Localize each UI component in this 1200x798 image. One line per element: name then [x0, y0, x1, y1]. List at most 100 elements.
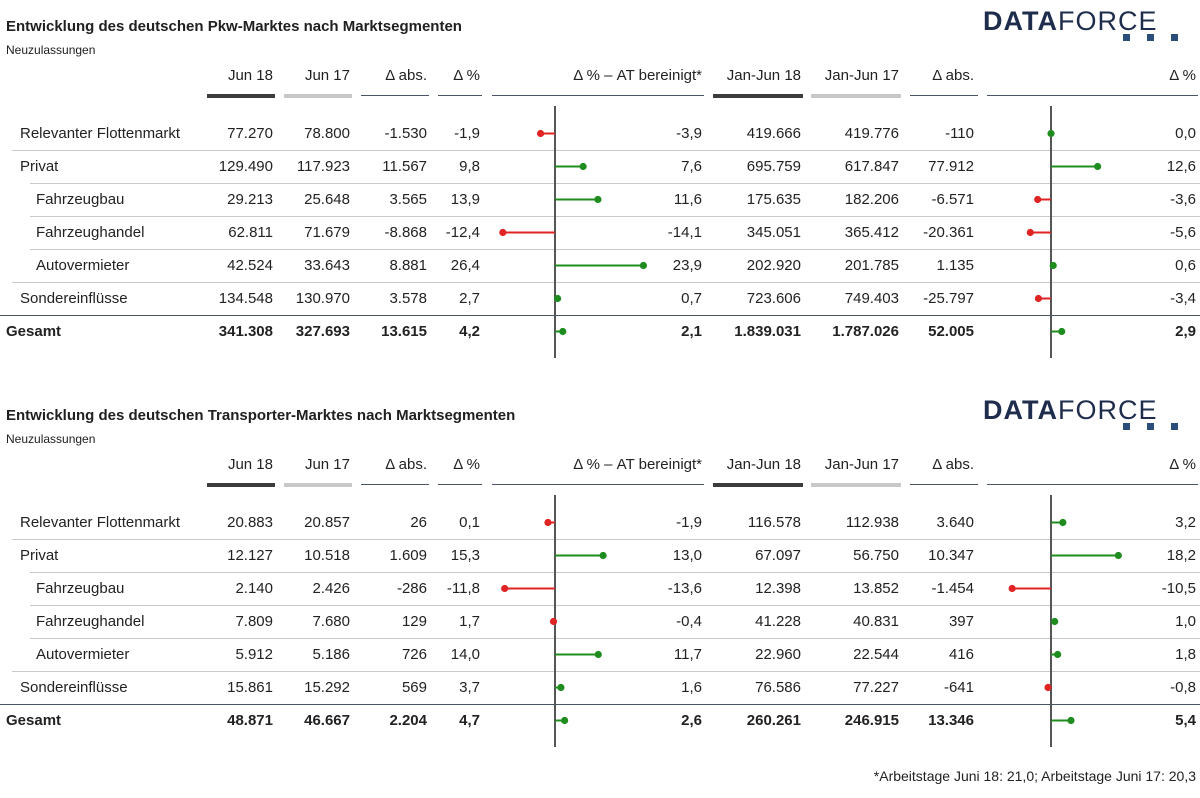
column-header: Δ abs.	[932, 456, 974, 473]
cell-jun18: 341.308	[218, 323, 273, 340]
cell-ytd-label: 2,9	[1175, 323, 1196, 340]
header-underline	[361, 484, 429, 485]
cell-ytd18: 419.666	[746, 125, 801, 142]
cell-ytd-label: 3,2	[1175, 514, 1196, 531]
cell-ytd-abs: -641	[943, 679, 974, 696]
cell-ytd17: 56.750	[853, 547, 899, 564]
cell-at-label: 11,6	[673, 191, 702, 208]
cell-jun17: 10.518	[304, 547, 350, 564]
cell-ytd17: 112.938	[845, 514, 899, 531]
at-lollipop-dot	[553, 294, 562, 303]
cell-ytd17: 246.915	[844, 712, 899, 729]
table-row: Autovermieter 42.524 33.643 8.881 26,4 23,9 20…	[0, 249, 1200, 282]
transporter-market-panel: Entwicklung des deutschen Transporter-Ma…	[0, 389, 1200, 759]
cell-abs: 11.567	[382, 158, 427, 175]
row-separator	[30, 216, 1200, 217]
cell-abs: 726	[401, 646, 427, 663]
header-underline	[207, 94, 275, 98]
cell-ytd-label: 0,0	[1175, 125, 1196, 142]
table-row: Fahrzeughandel 62.811 71.679 -8.868 -12,4 -14…	[0, 216, 1200, 249]
table-row: Privat 129.490 117.923 11.567 9,8 7,6 695.759 6…	[0, 150, 1200, 183]
cell-abs: 129	[401, 613, 427, 630]
header-underline	[811, 94, 901, 98]
cell-jun18: 20.883	[227, 514, 273, 531]
column-header: Δ %	[453, 456, 480, 473]
ytd-lollipop-dot	[1114, 551, 1122, 560]
cell-ytd-abs: 13.346	[928, 712, 974, 729]
cell-ytd17: 40.831	[853, 613, 899, 630]
at-lollipop-dot	[599, 551, 607, 560]
cell-jun17: 2.426	[312, 580, 350, 597]
cell-abs: -8.868	[384, 224, 427, 241]
cell-ytd-abs: 10.347	[928, 547, 974, 564]
ytd-lollipop-dot	[1059, 518, 1067, 527]
cell-ytd-abs: 77.912	[928, 158, 974, 175]
column-header: Jan-Jun 17	[824, 67, 899, 84]
column-header: Δ %	[453, 67, 480, 84]
row-label: Sondereinflüsse	[20, 290, 128, 307]
at-lollipop-dot	[561, 716, 569, 725]
cell-jun17: 15.292	[304, 679, 350, 696]
cell-jun18: 7.809	[235, 613, 273, 630]
row-label: Fahrzeugbau	[36, 191, 125, 208]
logo-text-bold: DATA	[983, 6, 1058, 36]
table-row: Relevanter Flottenmarkt 77.270 78.800 -1.53…	[0, 117, 1200, 150]
row-label: Gesamt	[6, 323, 62, 340]
column-header: Jan-Jun 18	[726, 67, 801, 84]
row-label: Fahrzeughandel	[36, 224, 145, 241]
cell-ytd17: 13.852	[853, 580, 899, 597]
row-separator	[12, 282, 1200, 283]
row-label: Privat	[20, 158, 59, 175]
cell-abs: -286	[396, 580, 427, 597]
cell-ytd18: 723.606	[746, 290, 801, 307]
cell-ytd-abs: 3.640	[936, 514, 974, 531]
delta-bar-charts	[501, 495, 1122, 747]
row-label: Autovermieter	[36, 257, 130, 274]
cell-ytd17: 182.206	[844, 191, 899, 208]
logo-square	[1123, 423, 1130, 430]
cell-ytd18: 260.261	[746, 712, 801, 729]
cell-ytd-abs: -1.454	[931, 580, 974, 597]
cell-at-label: -14,1	[667, 224, 702, 241]
logo-text-light: FORCE	[1057, 6, 1158, 36]
cell-pct: 1,7	[459, 613, 480, 630]
cell-at-label: 0,7	[681, 290, 702, 307]
header-underline	[811, 483, 901, 487]
table-row: Autovermieter 5.912 5.186 726 14,0 11,7 22.960…	[0, 638, 1200, 671]
cell-at-label: 1,6	[681, 679, 702, 696]
table-row: Sondereinflüsse 134.548 130.970 3.578 2,7 0,7…	[0, 282, 1200, 315]
cell-pct: -11,8	[446, 580, 480, 597]
cell-jun17: 71.679	[304, 224, 350, 241]
cell-ytd-label: -3,4	[1170, 290, 1196, 307]
cell-pct: 14,0	[450, 646, 480, 663]
cell-pct: 0,1	[459, 514, 480, 531]
cell-ytd18: 41.228	[755, 613, 801, 630]
column-header: Jan-Jun 18	[726, 456, 801, 473]
cell-ytd-abs: 397	[948, 613, 974, 630]
pkw-market-panel: Entwicklung des deutschen Pkw-Marktes na…	[0, 0, 1200, 370]
header-underline	[284, 94, 352, 98]
table-row: Relevanter Flottenmarkt 20.883 20.857 26 0,1…	[0, 506, 1200, 539]
table-row: Fahrzeugbau 2.140 2.426 -286 -11,8 -13,6 12.39…	[0, 572, 1200, 605]
cell-ytd-label: 18,2	[1166, 547, 1196, 564]
header-underline	[492, 484, 704, 485]
cell-ytd17: 419.776	[844, 125, 899, 142]
cell-pct: 13,9	[450, 191, 480, 208]
cell-ytd18: 1.839.031	[734, 323, 801, 340]
cell-ytd-label: 12,6	[1166, 158, 1196, 175]
cell-ytd18: 175.635	[746, 191, 801, 208]
logo-text: DATAFORCE	[983, 395, 1157, 426]
cell-pct: 9,8	[459, 158, 480, 175]
ytd-lollipop-dot	[1047, 129, 1055, 138]
cell-at-label: 2,6	[681, 712, 702, 729]
logo-text-light: FORCE	[1057, 395, 1158, 425]
table-row: Sondereinflüsse 15.861 15.292 569 3,7 1,6 76.5…	[0, 671, 1200, 704]
cell-jun18: 134.548	[218, 290, 273, 307]
cell-jun18: 62.811	[228, 224, 273, 241]
ytd-lollipop-dot	[1034, 195, 1042, 204]
cell-jun18: 129.490	[218, 158, 273, 175]
at-lollipop-dot	[594, 195, 602, 204]
column-header: Jun 17	[304, 67, 350, 84]
row-separator	[12, 150, 1200, 151]
ytd-lollipop-dot	[1008, 584, 1016, 593]
